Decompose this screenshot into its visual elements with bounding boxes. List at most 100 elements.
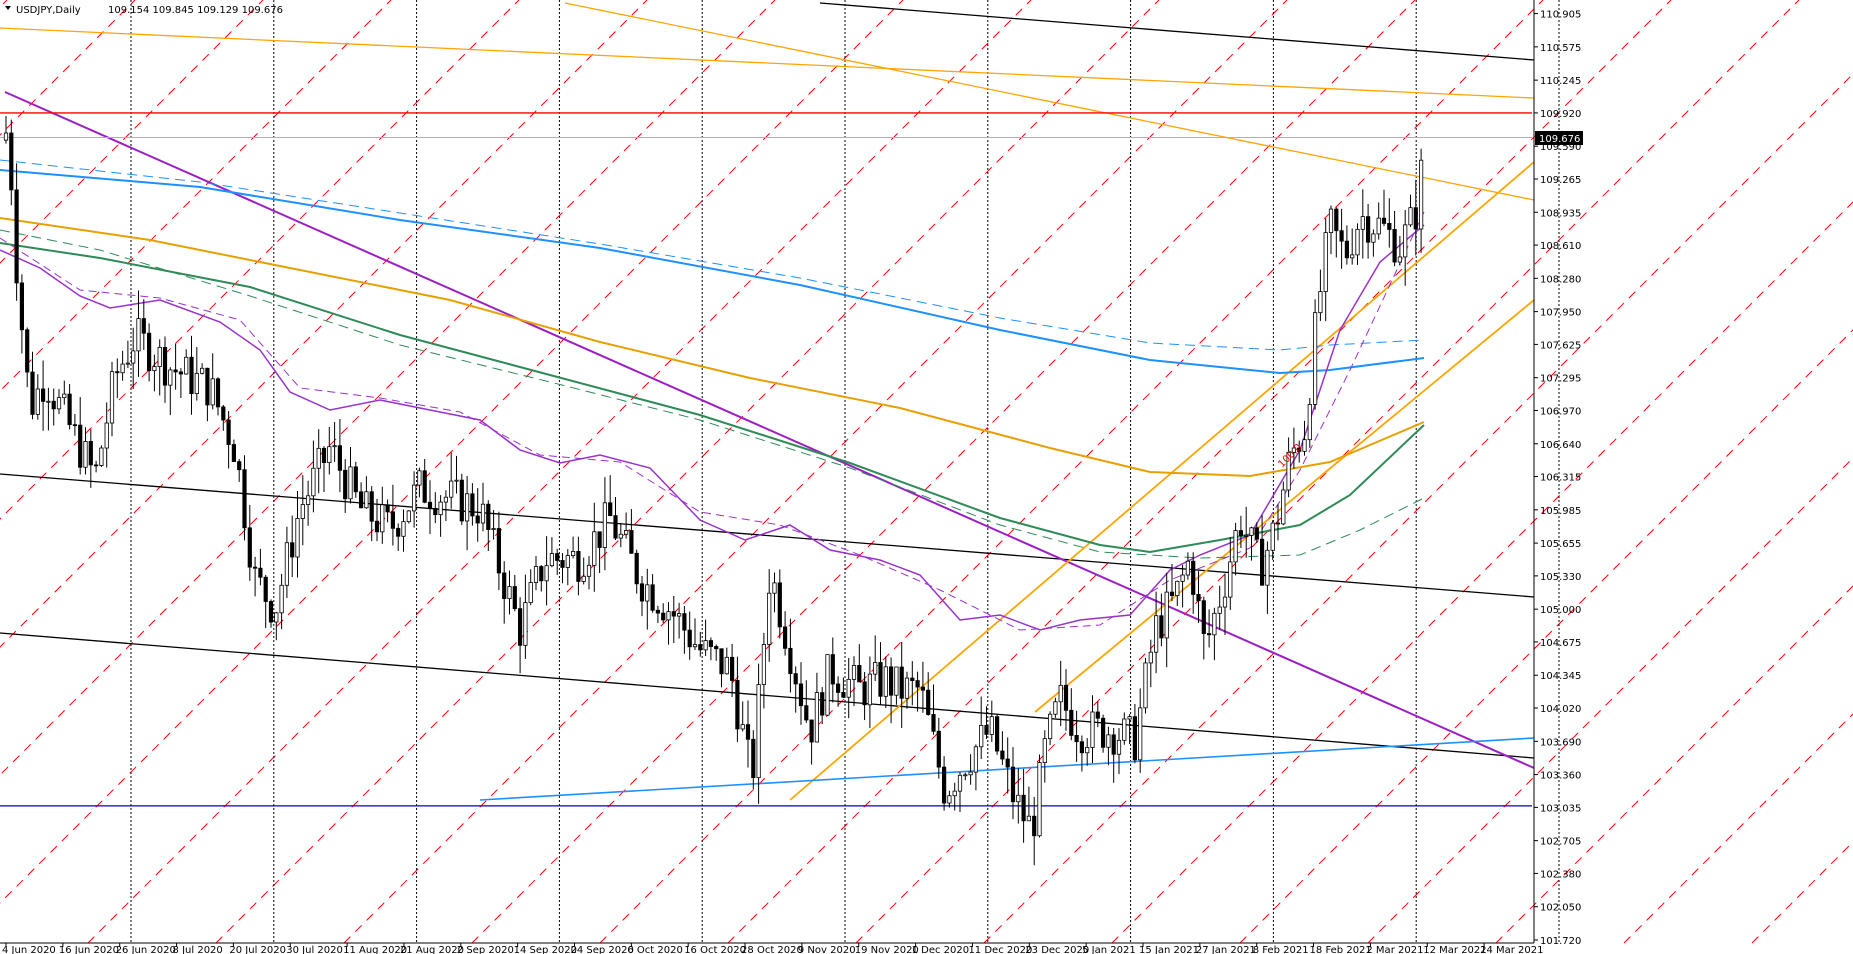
- candle: [1111, 727, 1116, 783]
- candle: [677, 602, 682, 639]
- candle-body: [374, 520, 380, 533]
- candle-body: [873, 662, 878, 675]
- candle-body: [724, 656, 729, 675]
- candle-body: [3, 132, 9, 141]
- candle-body: [518, 608, 523, 646]
- diagonal-grid-line: [215, 0, 1160, 944]
- candle: [1376, 202, 1381, 240]
- candle-body: [793, 673, 798, 685]
- candle: [1180, 564, 1185, 608]
- candle-body: [1307, 404, 1312, 441]
- candle: [189, 335, 194, 415]
- candle: [1196, 571, 1201, 623]
- candle-body: [1413, 207, 1418, 230]
- candle: [973, 744, 979, 791]
- candle-body: [406, 510, 411, 523]
- candle: [1344, 225, 1349, 265]
- candle-body: [162, 347, 168, 386]
- candle-body: [30, 371, 35, 415]
- ma-green-solid: [0, 242, 1425, 554]
- candle-body: [141, 318, 146, 334]
- date-tick-label: 1 Dec 2020: [912, 945, 970, 954]
- price-tick-label: 110.575: [1540, 43, 1581, 54]
- candle-body: [252, 566, 258, 569]
- candle-body: [491, 528, 496, 530]
- diagonal-grid-line: [983, 73, 1853, 944]
- price-tick-label: 105.000: [1540, 605, 1581, 616]
- candle-body: [719, 648, 724, 675]
- candle-body: [1021, 794, 1026, 822]
- date-tick-label: 23 Dec 2020: [1025, 945, 1089, 954]
- candle: [1217, 585, 1222, 630]
- candle: [608, 475, 613, 517]
- candle: [836, 676, 841, 707]
- candle: [263, 574, 268, 629]
- candle-body: [83, 441, 88, 468]
- price-tick-label: 107.295: [1540, 374, 1581, 385]
- candle-body: [1111, 734, 1116, 755]
- candle: [576, 536, 581, 596]
- candle-body: [1408, 207, 1413, 226]
- candle: [793, 666, 798, 713]
- candle-body: [486, 503, 491, 530]
- candle: [703, 619, 708, 656]
- candle-body: [470, 493, 475, 517]
- date-tick-label: 15 Jan 2021: [1139, 945, 1199, 954]
- candle-body: [120, 363, 125, 374]
- candle: [761, 632, 767, 709]
- candle: [634, 549, 639, 594]
- candle: [1297, 440, 1302, 463]
- candle-body: [814, 692, 820, 743]
- candle: [947, 790, 952, 808]
- price-axis: 110.905 110.575 110.245 109.920 109.590 109.2…: [1534, 10, 1581, 947]
- diagonal-grid-line: [855, 0, 1800, 944]
- candle-body: [1344, 240, 1349, 259]
- collapse-triangle-icon[interactable]: [5, 6, 11, 10]
- candle-body: [555, 553, 560, 561]
- ma-blue-solid: [0, 169, 1425, 375]
- candle-body: [586, 564, 592, 577]
- candle: [279, 573, 284, 630]
- candle: [321, 446, 327, 493]
- candle: [141, 299, 146, 350]
- candle-body: [496, 528, 502, 574]
- candle-body: [1085, 747, 1090, 754]
- candle: [910, 661, 915, 706]
- candle-body: [1313, 312, 1318, 405]
- candle-body: [131, 350, 136, 364]
- candle: [353, 461, 358, 498]
- candle-body: [78, 424, 83, 468]
- candle: [411, 471, 417, 528]
- candle: [507, 570, 512, 615]
- candle: [300, 475, 305, 546]
- candle: [963, 772, 968, 781]
- candle: [311, 440, 316, 513]
- candle: [3, 116, 9, 144]
- candle-body: [634, 552, 639, 585]
- candle: [109, 361, 115, 437]
- candle-body: [152, 366, 157, 372]
- ma-orange: [0, 217, 1425, 478]
- candle: [369, 486, 374, 542]
- candle-body: [1169, 591, 1175, 596]
- candle: [78, 397, 83, 475]
- candle: [1079, 735, 1084, 772]
- candle: [406, 510, 411, 524]
- candle-body: [926, 689, 931, 715]
- candle: [1392, 211, 1397, 267]
- trend-lines: [0, 2, 1535, 801]
- candle-body: [968, 771, 973, 776]
- candle-body: [533, 566, 539, 584]
- candle: [1069, 688, 1074, 741]
- candle-body: [14, 189, 19, 284]
- candle: [1366, 203, 1371, 259]
- candle: [1101, 714, 1106, 753]
- candle-body: [369, 491, 374, 522]
- candle-body: [1116, 739, 1122, 755]
- candle: [1048, 711, 1053, 746]
- candle: [178, 368, 183, 399]
- price-tick-label: 102.050: [1540, 903, 1581, 914]
- candle: [237, 459, 242, 482]
- candle-body: [242, 469, 247, 529]
